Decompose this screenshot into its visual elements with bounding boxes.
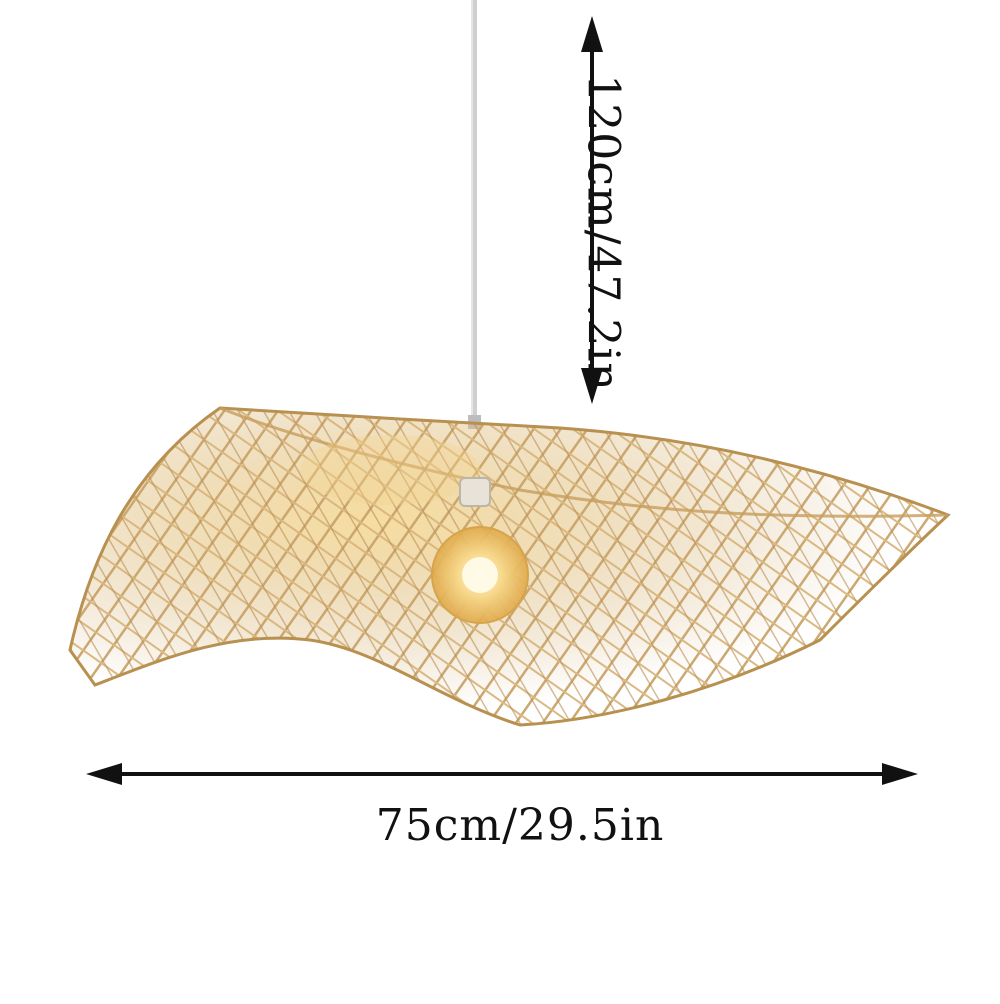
width-dimension-label: 75cm/29.5in bbox=[375, 800, 665, 851]
light-bulb-icon bbox=[431, 477, 529, 624]
width-dimension-arrow bbox=[86, 763, 918, 785]
height-dimension-arrow bbox=[581, 16, 603, 404]
height-dimension-label: 120cm/47.2in bbox=[577, 74, 629, 392]
cord-icon bbox=[468, 0, 481, 429]
